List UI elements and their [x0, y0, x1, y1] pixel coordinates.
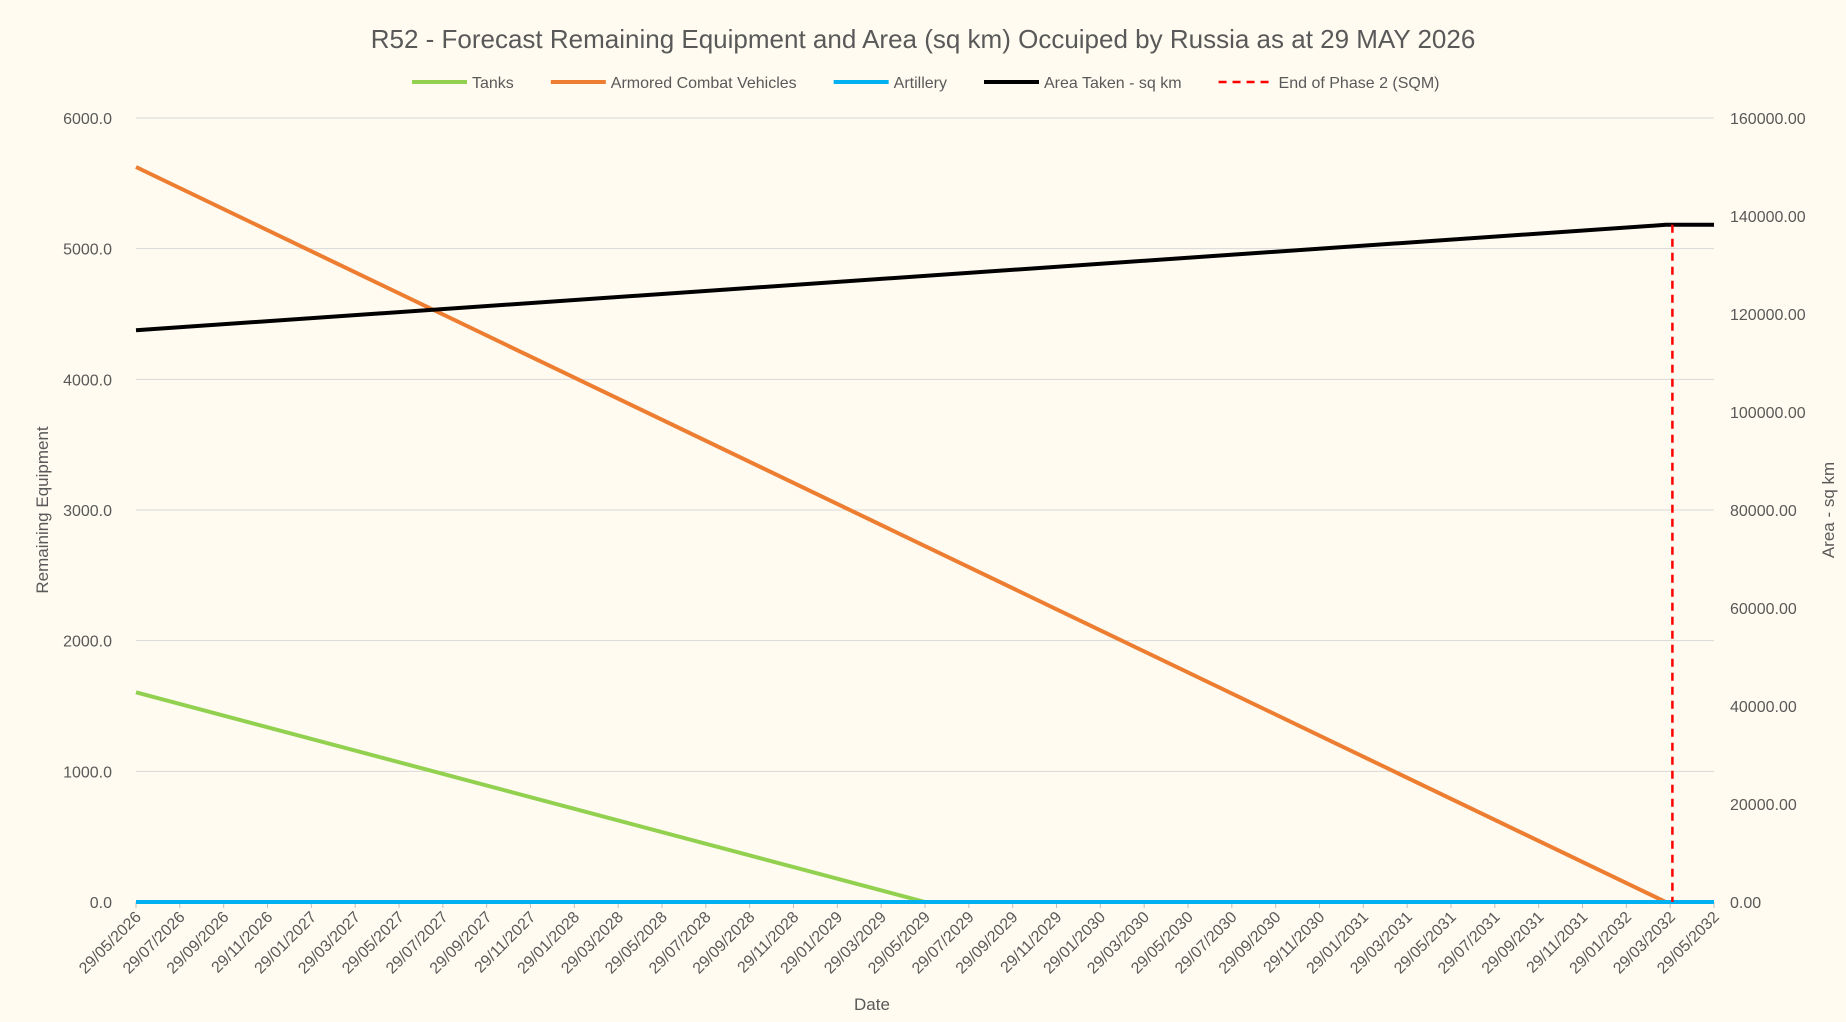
y-tick-label: 2000.0 [63, 634, 112, 651]
y-tick-label: 4000.0 [63, 372, 112, 389]
y2-tick-label: 100000.00 [1730, 405, 1806, 422]
y2-tick-label: 0.00 [1730, 895, 1761, 912]
y-tick-label: 1000.0 [63, 764, 112, 781]
y2-axis-ticks: 0.00 20000.00 40000.00 60000.00 80000.00 1000… [1730, 111, 1806, 912]
legend-entry: Tanks [472, 75, 514, 92]
y2-tick-label: 80000.00 [1730, 503, 1797, 520]
y-axis-title: Remaining Equipment [33, 426, 52, 594]
y2-tick-label: 140000.00 [1730, 209, 1806, 226]
x-axis-title: Date [854, 995, 890, 1014]
y-tick-label: 6000.0 [63, 111, 112, 128]
legend: Tanks Armored Combat Vehicles Artillery Are… [412, 75, 1440, 92]
y2-tick-label: 120000.00 [1730, 307, 1806, 324]
y-tick-label: 5000.0 [63, 242, 112, 259]
series-line-area-taken-sq-km [135, 222, 1714, 333]
series-lines [135, 165, 1714, 904]
y-tick-label: 3000.0 [63, 503, 112, 520]
legend-entry: Armored Combat Vehicles [611, 75, 797, 92]
y2-tick-label: 20000.00 [1730, 797, 1797, 814]
y2-axis-title: Area - sq km [1819, 462, 1838, 558]
y-tick-label: 0.0 [90, 895, 112, 912]
y-axis-ticks: 0.0 1000.0 2000.0 3000.0 4000.0 5000.0 6000.0 [63, 111, 112, 912]
legend-entry: Artillery [894, 75, 947, 92]
y2-tick-label: 60000.00 [1730, 601, 1797, 618]
legend-entry: End of Phase 2 (SQM) [1279, 75, 1440, 92]
y2-tick-label: 160000.00 [1730, 111, 1806, 128]
legend-entry: Area Taken - sq km [1044, 75, 1182, 92]
y2-tick-label: 40000.00 [1730, 699, 1797, 716]
chart-title: R52 - Forecast Remaining Equipment and A… [371, 24, 1476, 54]
